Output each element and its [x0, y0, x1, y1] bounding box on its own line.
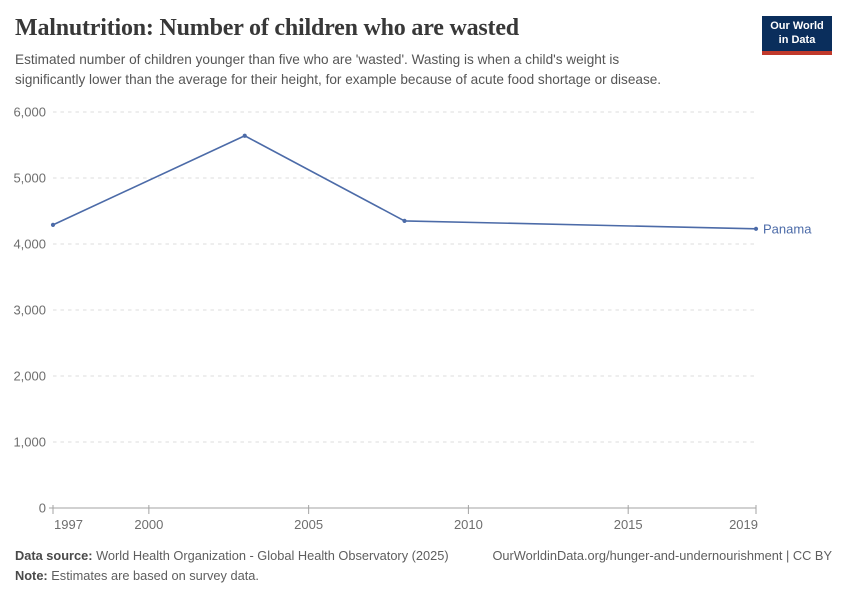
note-text: Note: Estimates are based on survey data… [15, 567, 259, 583]
line-chart: 0 1,000 2,000 3,000 4,000 5,000 6,000 1997 2000 2… [13, 105, 812, 533]
chart-header: Malnutrition: Number of children who are… [15, 14, 835, 91]
x-axis-tick-label: 2015 [614, 517, 643, 532]
y-axis-tick-label: 1,000 [13, 435, 46, 450]
y-axis-tick-label: 5,000 [13, 171, 46, 186]
y-axis-tick-label: 6,000 [13, 105, 46, 120]
series-line-panama[interactable] [52, 134, 757, 230]
chart-footer: Data source: World Health Organization -… [15, 546, 832, 586]
owid-logo: Our World in Data [762, 16, 832, 55]
page-title: Malnutrition: Number of children who are… [15, 15, 519, 41]
y-axis-tick-label: 3,000 [13, 303, 46, 318]
data-source-label: Data source: [15, 548, 93, 563]
y-axis-tick-label: 2,000 [13, 369, 46, 384]
data-source-text: Data source: World Health Organization -… [15, 548, 449, 563]
data-point[interactable] [50, 222, 56, 227]
data-point[interactable] [753, 226, 759, 231]
x-axis-tick-label: 2010 [454, 517, 483, 532]
x-axis-tick-label: 1997 [54, 517, 83, 532]
y-axis-tick-label: 0 [39, 501, 46, 516]
data-point[interactable] [242, 133, 247, 138]
series-end-label[interactable]: Panama [763, 221, 812, 236]
owid-url-link[interactable]: OurWorldinData.org/hunger-and-undernouri… [492, 548, 832, 563]
owid-logo-line2: in Data [778, 33, 816, 46]
owid-logo-line1: Our World [770, 20, 824, 32]
data-point[interactable] [402, 218, 407, 223]
y-axis-tick-label: 4,000 [13, 237, 46, 252]
note-label: Note: [15, 567, 48, 583]
x-axis-tick-label: 2005 [294, 517, 323, 532]
chart-subtitle: Estimated number of children younger tha… [15, 51, 662, 88]
x-axis-tick-label: 2019 [729, 517, 758, 532]
x-axis-tick-label: 2000 [134, 517, 163, 532]
